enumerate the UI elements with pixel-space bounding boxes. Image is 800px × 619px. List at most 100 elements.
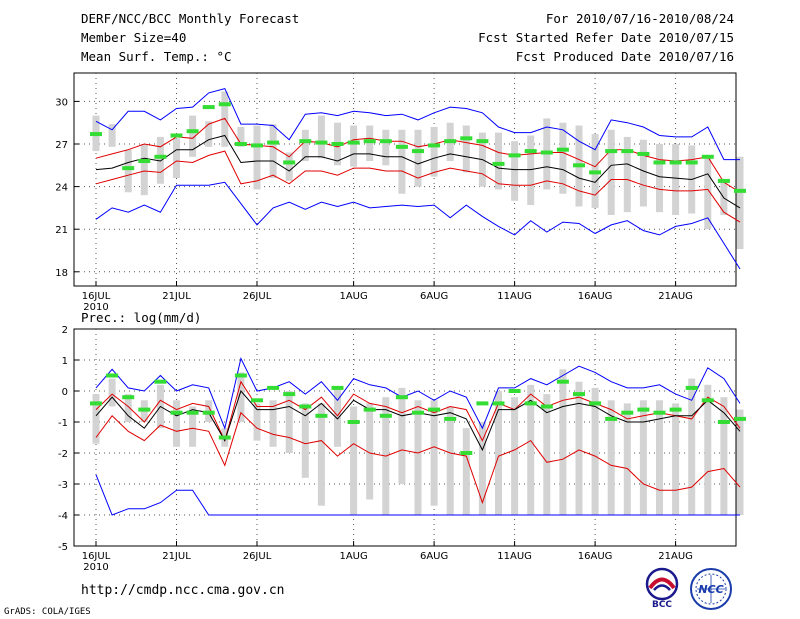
median-marker xyxy=(379,413,392,418)
member-size: Member Size=40 xyxy=(81,30,187,45)
median-marker xyxy=(267,385,280,390)
spread-box xyxy=(189,115,197,157)
median-marker xyxy=(428,143,441,148)
spread-box xyxy=(591,387,599,515)
median-marker xyxy=(299,139,312,144)
median-marker xyxy=(283,160,296,165)
spread-box xyxy=(495,391,502,515)
median-marker xyxy=(315,413,328,418)
median-marker xyxy=(122,166,135,171)
spread-box xyxy=(720,397,728,515)
spread-box xyxy=(511,397,519,515)
median-marker xyxy=(154,379,167,384)
spread-box xyxy=(527,135,535,206)
median-marker xyxy=(605,416,618,421)
median-marker xyxy=(347,420,360,424)
median-marker xyxy=(412,410,424,415)
median-marker xyxy=(299,404,312,409)
spread-box xyxy=(398,387,406,484)
spread-box xyxy=(430,400,438,506)
series-min-line xyxy=(95,474,740,516)
spread-box xyxy=(462,428,470,515)
prec-label: Prec.: log(mm/d) xyxy=(81,310,202,325)
x-tick-label: 16AUG xyxy=(578,551,613,562)
spread-box xyxy=(108,124,116,147)
median-marker xyxy=(492,161,505,166)
spread-box xyxy=(559,122,567,194)
x-tick-label: 16JUL xyxy=(82,291,111,302)
median-marker xyxy=(395,395,408,400)
median-marker xyxy=(476,139,489,144)
spread-box xyxy=(736,156,744,250)
y-tick-label: 21 xyxy=(55,225,68,236)
spread-box xyxy=(704,158,712,230)
spread-box xyxy=(285,152,293,181)
chart-title: DERF/NCC/BCC Monthly Forecast xyxy=(81,11,300,26)
x-tick-label: 16AUG xyxy=(578,291,613,302)
spread-box xyxy=(317,403,325,506)
median-marker xyxy=(605,149,618,154)
median-marker xyxy=(589,401,602,406)
bcc-logo-text: BCC xyxy=(652,600,672,610)
median-marker xyxy=(540,404,553,409)
bcc-logo: BCC xyxy=(645,567,679,610)
median-marker xyxy=(363,139,376,144)
spread-box xyxy=(446,406,454,515)
series-mean-line xyxy=(95,134,741,209)
x-tick-label: 11AUG xyxy=(497,551,532,562)
y-tick-label: 2 xyxy=(62,325,68,336)
spread-box xyxy=(736,409,744,515)
spread-box xyxy=(173,400,180,447)
x-tick-label: 1AUG xyxy=(339,551,367,562)
spread-box xyxy=(478,422,486,515)
spread-box xyxy=(173,138,180,179)
median-marker xyxy=(106,373,119,378)
median-marker xyxy=(444,139,457,144)
forecast-period: For 2010/07/16-2010/08/24 xyxy=(545,11,734,26)
median-marker xyxy=(492,401,505,406)
median-marker xyxy=(653,160,666,165)
series-lower-line xyxy=(95,411,741,505)
spread-box xyxy=(511,141,519,201)
median-marker xyxy=(717,420,730,424)
spread-box xyxy=(205,121,213,147)
x-tick-label: 1AUG xyxy=(339,291,367,302)
y-tick-label: 0 xyxy=(62,387,68,398)
spread-box xyxy=(350,125,358,167)
y-tick-label: -3 xyxy=(58,480,68,491)
median-marker xyxy=(395,144,408,149)
median-marker xyxy=(218,435,231,440)
median-marker xyxy=(331,385,344,390)
median-marker xyxy=(734,416,746,421)
median-marker xyxy=(202,105,215,110)
spread-box xyxy=(607,400,615,515)
median-marker xyxy=(508,389,521,393)
series-lower-line xyxy=(95,150,741,223)
spread-box xyxy=(301,403,309,478)
median-marker xyxy=(460,136,473,141)
x-tick-label: 26JUL xyxy=(243,551,272,562)
median-marker xyxy=(218,102,231,107)
spread-box xyxy=(237,126,245,147)
spread-box xyxy=(334,387,341,447)
median-marker xyxy=(283,392,296,397)
spread-box xyxy=(623,403,631,515)
median-marker xyxy=(621,410,634,415)
median-marker xyxy=(251,398,263,403)
median-marker xyxy=(379,139,392,144)
median-marker xyxy=(637,407,650,412)
median-marker xyxy=(573,163,585,168)
median-marker xyxy=(186,410,199,415)
x-tick-label: 6AUG xyxy=(420,291,448,302)
spread-box xyxy=(607,129,615,215)
spread-box xyxy=(559,369,567,515)
x-tick-label: 16JUL xyxy=(82,551,111,562)
website-url[interactable]: http://cmdp.ncc.cma.gov.cn xyxy=(81,583,285,598)
spread-box xyxy=(704,384,712,515)
spread-box xyxy=(189,406,197,447)
y-tick-label: 30 xyxy=(55,97,68,108)
spread-box xyxy=(237,372,245,422)
spread-box xyxy=(253,125,261,190)
series-upper-line xyxy=(95,380,741,443)
series-max-line xyxy=(95,357,741,430)
